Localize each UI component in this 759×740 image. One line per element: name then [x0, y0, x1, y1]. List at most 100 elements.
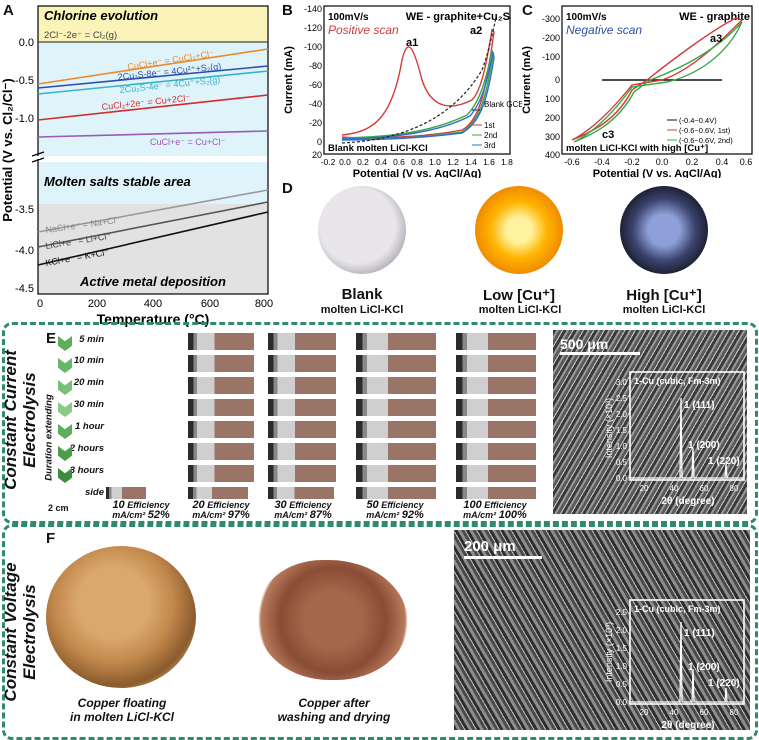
svg-text:2.5: 2.5 — [616, 394, 628, 403]
svg-text:1 (200): 1 (200) — [688, 662, 720, 673]
e-column-50 — [356, 333, 436, 509]
e-column-10: 1 cm 1 cm 1 cm 1 cm 1 cm 1 cm 1 cm — [106, 333, 172, 509]
b-ytick: -20 — [309, 118, 322, 128]
svg-text:80: 80 — [730, 708, 739, 717]
e-duration-caption: Duration extending — [43, 394, 55, 481]
chevron-down-icon — [58, 424, 72, 439]
svg-text:2.0: 2.0 — [616, 626, 628, 635]
a-xtick: 200 — [88, 298, 106, 310]
svg-text:2θ (degree): 2θ (degree) — [661, 496, 714, 507]
b-peak-a1: a1 — [406, 37, 418, 49]
b-peak-a2: a2 — [470, 25, 482, 37]
b-xtick: 1.0 — [429, 157, 441, 167]
a-rxn-label: 2Cl⁻-2e⁻ = Cl₂(g) — [44, 30, 117, 41]
svg-text:0.5: 0.5 — [616, 680, 628, 689]
e-duration: 20 min — [73, 377, 104, 388]
e-column-100 — [456, 333, 536, 509]
c-peak-c3: c3 — [602, 129, 614, 141]
a-xtick: 600 — [201, 298, 219, 310]
a-region-top: Chlorine evolution — [44, 8, 158, 23]
c-curve-1st — [571, 17, 744, 141]
c-title: WE - graphite — [679, 11, 750, 23]
f-cap-floating-2: in molten LiCl-KCl — [70, 710, 174, 724]
b-curve-blank — [341, 17, 497, 144]
svg-text:60: 60 — [700, 484, 709, 493]
photo-high-cu-melt — [620, 186, 708, 274]
panel-label-b: B — [282, 2, 293, 19]
svg-text:20: 20 — [640, 708, 649, 717]
e-duration: 3 hours — [69, 465, 104, 476]
panel-c-chart: 100mV/s WE - graphite Negative scan -300… — [522, 5, 753, 178]
a-ylabel: Potential (V vs. Cl₂/Cl⁻) — [0, 78, 15, 221]
a-ytick: -0.5 — [15, 75, 34, 87]
b-scan: Positive scan — [328, 23, 399, 37]
b-ytick: -120 — [304, 23, 322, 33]
b-curve-3rd — [341, 51, 495, 141]
svg-text:2θ (degree): 2θ (degree) — [661, 720, 714, 731]
b-ytick: 20 — [312, 150, 322, 160]
a-line-kcl — [37, 211, 269, 266]
panel-f-frame — [2, 524, 758, 740]
e-sem-scalebar — [560, 352, 640, 355]
c-peak-a3: a3 — [710, 33, 722, 45]
a-line-nacl — [37, 189, 269, 233]
c-ytick: 0 — [555, 75, 560, 85]
b-title: WE - graphite+Cu₂S — [406, 11, 510, 23]
panel-a-chart: 0.0 -0.5 -1.0 -3.5 -4.0 -4.5 0 200 400 6… — [0, 5, 273, 327]
e-sem-image — [553, 330, 747, 514]
e-duration: 2 hours — [69, 443, 104, 454]
b-xtick: -0.2 — [321, 157, 336, 167]
f-photo-floating-copper — [46, 546, 196, 688]
panel-label-c: C — [522, 2, 533, 19]
b-ytick: -140 — [304, 4, 322, 14]
chevron-down-icon — [58, 380, 72, 395]
panel-label-d: D — [282, 180, 293, 197]
f-cap-dried-1: Copper after — [298, 696, 370, 710]
d-sub-high: molten LiCl-KCl — [622, 304, 706, 316]
c-curve-2nd — [573, 21, 743, 143]
svg-text:1.0: 1.0 — [616, 442, 628, 451]
d-sub-low: molten LiCl-KCl — [478, 304, 562, 316]
svg-text:40: 40 — [670, 708, 679, 717]
e-duration: side — [84, 487, 104, 498]
b-xlabel: Potential (V vs. AgCl/Ag) — [353, 168, 482, 178]
f-cap-dried: Copper after washing and drying — [246, 696, 422, 724]
e-duration: 5 min — [79, 334, 104, 345]
b-xtick: 1.2 — [447, 157, 459, 167]
b-xtick: 0.6 — [393, 157, 405, 167]
c-legend: (-0.4~0.4V) — [679, 116, 717, 125]
f-side-title-2: Electrolysis — [20, 584, 39, 680]
a-xtick: 400 — [144, 298, 162, 310]
b-xtick: 0.0 — [339, 157, 351, 167]
c-ytick: -100 — [542, 52, 560, 62]
a-line-cucl2 — [37, 48, 269, 85]
e-duration: 1 hour — [74, 421, 104, 432]
b-ytick: 0 — [317, 137, 322, 147]
c-scan: Negative scan — [566, 23, 642, 37]
svg-text:0.0: 0.0 — [616, 698, 628, 707]
a-ytick: 0.0 — [19, 37, 34, 49]
e-xrd-phase: 1-Cu (cubic, Fm-3m) — [634, 376, 721, 386]
photo-low-cu-melt — [475, 186, 563, 274]
chevron-down-icon — [58, 358, 72, 373]
e-col-label-30: 30 Efficiency mA/cm² 87% — [274, 499, 332, 521]
f-sem-scalebar — [464, 556, 542, 559]
c-ytick: 400 — [545, 150, 560, 160]
b-legend: 3rd — [484, 141, 496, 150]
svg-text:2.5: 2.5 — [616, 608, 628, 617]
d-sub-blank: molten LiCl-KCl — [320, 304, 404, 316]
f-sem-image — [454, 530, 750, 730]
svg-text:2.0: 2.0 — [616, 410, 628, 419]
c-xtick: 0.0 — [656, 157, 669, 167]
c-xtick: -0.2 — [624, 157, 640, 167]
b-ytick: -100 — [304, 42, 322, 52]
c-legend: (-0.6~0.6V, 2nd) — [679, 136, 733, 145]
chevron-down-icon — [58, 446, 72, 461]
e-duration: 30 min — [73, 399, 104, 410]
a-ytick: -4.5 — [15, 283, 34, 295]
svg-text:1.0: 1.0 — [616, 662, 628, 671]
c-xtick: -0.4 — [594, 157, 610, 167]
c-xtick: -0.6 — [564, 157, 580, 167]
svg-text:Intensity (×10³): Intensity (×10³) — [604, 622, 614, 682]
e-side-title: Constant Current Electrolysis — [1, 335, 41, 505]
